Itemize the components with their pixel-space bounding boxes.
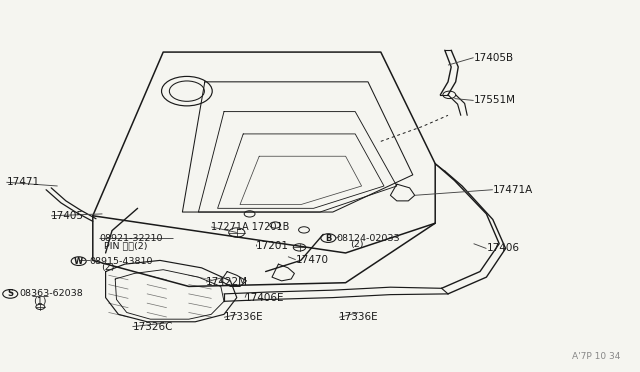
Text: 08921-32210: 08921-32210 xyxy=(99,234,163,243)
Text: 17405B: 17405B xyxy=(474,53,514,62)
Text: A'7P 10 34: A'7P 10 34 xyxy=(572,352,621,361)
Text: 17336E: 17336E xyxy=(339,312,379,322)
Text: 08363-62038: 08363-62038 xyxy=(19,289,83,298)
Text: 17201: 17201 xyxy=(256,241,289,250)
Text: PIN ピン(2): PIN ピン(2) xyxy=(104,241,147,250)
Text: 17336E: 17336E xyxy=(224,312,264,322)
Text: 17405: 17405 xyxy=(51,211,84,221)
Text: 17470: 17470 xyxy=(296,255,329,264)
Text: (2): (2) xyxy=(101,263,115,272)
Text: 08915-43810: 08915-43810 xyxy=(90,257,153,266)
Text: W: W xyxy=(74,257,83,266)
Text: 17471: 17471 xyxy=(6,177,40,187)
Text: 17422M: 17422M xyxy=(206,277,248,287)
Text: 08124-02033: 08124-02033 xyxy=(336,234,399,243)
Text: 17471A: 17471A xyxy=(493,185,533,195)
Text: S: S xyxy=(7,289,13,298)
Text: 17271A 17201B: 17271A 17201B xyxy=(211,222,289,232)
Text: 17326C: 17326C xyxy=(132,322,173,331)
Text: 17406E: 17406E xyxy=(245,293,285,302)
Text: 17551M: 17551M xyxy=(474,96,516,105)
Text: B: B xyxy=(325,234,332,243)
Text: 17406: 17406 xyxy=(486,244,520,253)
Text: (1): (1) xyxy=(33,297,47,306)
Text: (2): (2) xyxy=(350,240,364,249)
